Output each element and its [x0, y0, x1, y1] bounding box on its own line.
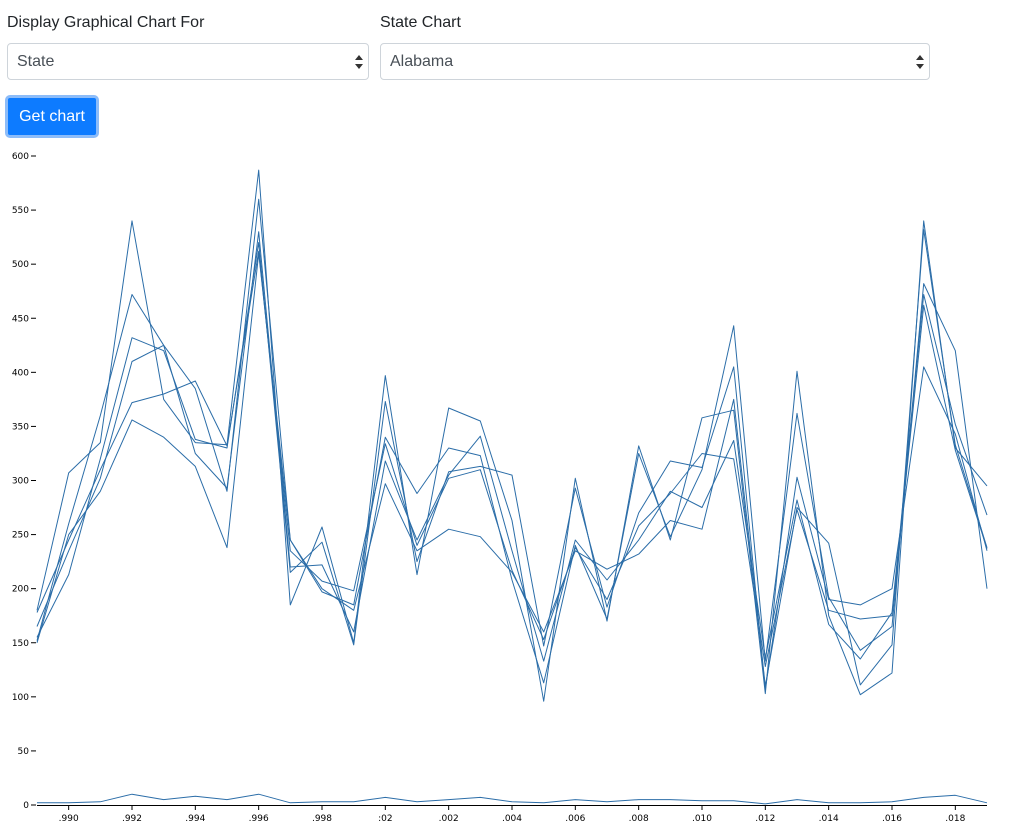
- x-tick-label: :02: [378, 814, 392, 824]
- series-line-6: [36, 250, 988, 667]
- y-tick-label: 300: [12, 477, 29, 487]
- chart-type-select-value: State: [17, 53, 55, 70]
- series-line-3: [36, 242, 988, 690]
- y-tick-label: 50: [18, 747, 30, 757]
- x-tick-label: .992: [122, 814, 142, 824]
- get-chart-button[interactable]: Get chart: [5, 95, 99, 138]
- y-tick-label: 200: [12, 585, 29, 595]
- series-line-1: [36, 169, 988, 702]
- line-chart: 0 50 100 150 200 250 300 350 400 450 500 550 600 .99…: [12, 152, 988, 824]
- x-tick-label: .016: [882, 814, 902, 824]
- x-tick-label: .014: [819, 814, 839, 824]
- chart-type-select[interactable]: State: [7, 43, 369, 80]
- series-line-2: [36, 198, 988, 684]
- x-tick-label: .010: [692, 814, 712, 824]
- y-tick-label: 0: [23, 801, 29, 811]
- series-lines: [36, 169, 988, 805]
- y-tick-label: 600: [12, 152, 29, 162]
- x-tick-label: .998: [312, 814, 332, 824]
- series-line-7: [37, 793, 988, 805]
- x-tick-label: .004: [502, 814, 522, 824]
- y-tick-label: 250: [12, 531, 29, 541]
- x-tick-label: .012: [755, 814, 775, 824]
- y-tick-label: 450: [12, 314, 29, 324]
- y-tick-label: 550: [12, 206, 29, 216]
- series-line-5: [36, 229, 988, 687]
- state-select-value: Alabama: [390, 53, 454, 70]
- x-tick-label: .006: [565, 814, 585, 824]
- x-tick-label: .996: [249, 814, 269, 824]
- state-select[interactable]: Alabama: [380, 43, 930, 80]
- y-tick-label: 400: [12, 368, 29, 378]
- x-axis: .990 .992 .994 .996 .998 :02 .002 .004 .006 .008.…: [37, 805, 987, 824]
- x-tick-label: .990: [59, 814, 79, 824]
- y-axis: 0 50 100 150 200 250 300 350 400 450 500 550 600: [12, 152, 36, 811]
- select-arrows-icon: [355, 55, 363, 69]
- series-line-4: [36, 231, 988, 662]
- y-tick-label: 150: [12, 639, 29, 649]
- y-tick-label: 350: [12, 422, 29, 432]
- x-tick-label: .018: [945, 814, 965, 824]
- x-tick-label: .994: [185, 814, 205, 824]
- x-tick-label: .002: [439, 814, 459, 824]
- state-chart-label: State Chart: [380, 14, 461, 31]
- y-tick-label: 500: [12, 260, 29, 270]
- x-tick-label: .008: [629, 814, 649, 824]
- select-arrows-icon: [916, 55, 924, 69]
- chart-type-label: Display Graphical Chart For: [7, 14, 205, 31]
- y-tick-label: 100: [12, 693, 29, 703]
